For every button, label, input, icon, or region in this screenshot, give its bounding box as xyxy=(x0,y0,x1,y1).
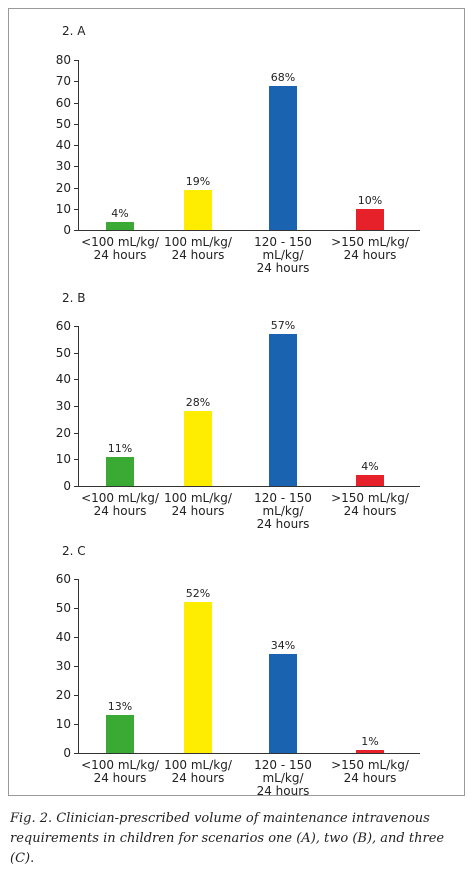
x-tick-label: >150 mL/kg/ 24 hours xyxy=(331,235,409,262)
y-tick-label: 20 xyxy=(55,180,71,195)
tick-mark xyxy=(74,166,78,168)
x-tick-label: 100 mL/kg/ 24 hours xyxy=(164,491,232,518)
tick-mark xyxy=(74,81,78,83)
y-tick-label: 40 xyxy=(55,372,71,387)
x-tick-label: 100 mL/kg/ 24 hours xyxy=(164,235,232,262)
tick-mark xyxy=(74,666,78,667)
bar xyxy=(106,456,134,486)
value-label: 10% xyxy=(357,193,383,207)
y-tick-label: 30 xyxy=(55,159,71,174)
bar xyxy=(356,750,384,753)
tick-mark xyxy=(74,123,78,125)
y-tick-label: 40 xyxy=(55,138,71,152)
value-label: 34% xyxy=(270,639,296,653)
bar xyxy=(356,475,384,486)
y-tick-label: 50 xyxy=(55,345,71,360)
bar xyxy=(184,411,212,486)
bar xyxy=(106,221,134,230)
value-label: 13% xyxy=(107,700,133,714)
y-tick-label: 50 xyxy=(55,116,71,131)
y-tick-label: 20 xyxy=(55,425,71,440)
y-tick-label: 60 xyxy=(55,319,71,333)
x-axis xyxy=(78,753,420,754)
y-tick-label: 30 xyxy=(55,659,71,673)
y-tick-label: 20 xyxy=(55,688,71,702)
x-tick-label: 120 - 150 mL/kg/ 24 hours xyxy=(254,491,312,531)
y-tick-label: 10 xyxy=(55,717,71,731)
tick-mark xyxy=(74,326,78,327)
tick-mark xyxy=(74,695,78,696)
tick-mark xyxy=(74,724,78,725)
tick-mark xyxy=(74,579,78,580)
value-label: 52% xyxy=(185,587,211,601)
tick-mark xyxy=(74,406,78,407)
bar xyxy=(269,654,297,753)
x-tick-label: <100 mL/kg/ 24 hours xyxy=(81,491,159,518)
y-tick-label: 40 xyxy=(55,630,71,644)
y-tick-label: 0 xyxy=(63,223,71,237)
y-tick-label: 0 xyxy=(63,479,71,493)
y-axis xyxy=(78,326,79,486)
chart-title: 2. A xyxy=(62,24,86,38)
x-tick-label: 100 mL/kg/ 24 hours xyxy=(164,758,232,785)
y-tick-label: 60 xyxy=(55,95,71,110)
y-axis xyxy=(78,579,79,753)
tick-mark xyxy=(74,486,78,487)
x-tick-label: <100 mL/kg/ 24 hours xyxy=(81,235,159,262)
tick-mark xyxy=(74,459,78,461)
tick-mark xyxy=(74,208,78,210)
x-axis xyxy=(78,486,420,487)
tick-mark xyxy=(74,102,78,104)
x-axis xyxy=(78,230,420,231)
y-tick-label: 30 xyxy=(55,399,71,413)
y-tick-label: 70 xyxy=(55,74,71,89)
tick-mark xyxy=(74,145,78,146)
tick-mark xyxy=(74,432,78,434)
y-tick-label: 0 xyxy=(63,746,71,760)
tick-mark xyxy=(74,637,78,638)
tick-mark xyxy=(74,608,78,609)
x-tick-label: >150 mL/kg/ 24 hours xyxy=(331,491,409,518)
value-label: 4% xyxy=(111,206,129,220)
bar xyxy=(269,85,297,230)
tick-mark xyxy=(74,379,78,381)
value-label: 57% xyxy=(270,319,296,332)
tick-mark xyxy=(74,352,78,354)
figure-frame xyxy=(8,8,465,796)
value-label: 1% xyxy=(361,735,379,749)
tick-mark xyxy=(74,753,78,754)
bar xyxy=(184,602,212,753)
chart-title: 2. C xyxy=(62,544,86,558)
x-tick-label: 120 - 150 mL/kg/ 24 hours xyxy=(254,758,312,798)
y-tick-label: 10 xyxy=(55,452,71,467)
bar xyxy=(184,189,212,230)
tick-mark xyxy=(74,230,78,231)
tick-mark xyxy=(74,187,78,189)
caption: Fig. 2. Clinician-prescribed volume of m… xyxy=(10,811,445,866)
y-tick-label: 10 xyxy=(55,201,71,216)
x-tick-label: <100 mL/kg/ 24 hours xyxy=(81,758,159,785)
value-label: 68% xyxy=(270,70,296,84)
bar xyxy=(106,715,134,753)
y-tick-label: 50 xyxy=(55,601,71,615)
tick-mark xyxy=(74,60,78,61)
bar xyxy=(269,334,297,486)
x-tick-label: 120 - 150 mL/kg/ 24 hours xyxy=(254,235,312,275)
value-label: 28% xyxy=(185,396,211,410)
value-label: 19% xyxy=(185,174,211,188)
chart-title: 2. B xyxy=(62,291,86,305)
bar xyxy=(356,208,384,230)
y-axis xyxy=(78,60,79,230)
value-label: 4% xyxy=(361,460,379,474)
y-tick-label: 80 xyxy=(55,53,71,67)
value-label: 11% xyxy=(107,441,133,455)
x-tick-label: >150 mL/kg/ 24 hours xyxy=(331,758,409,785)
y-tick-label: 60 xyxy=(55,572,71,586)
